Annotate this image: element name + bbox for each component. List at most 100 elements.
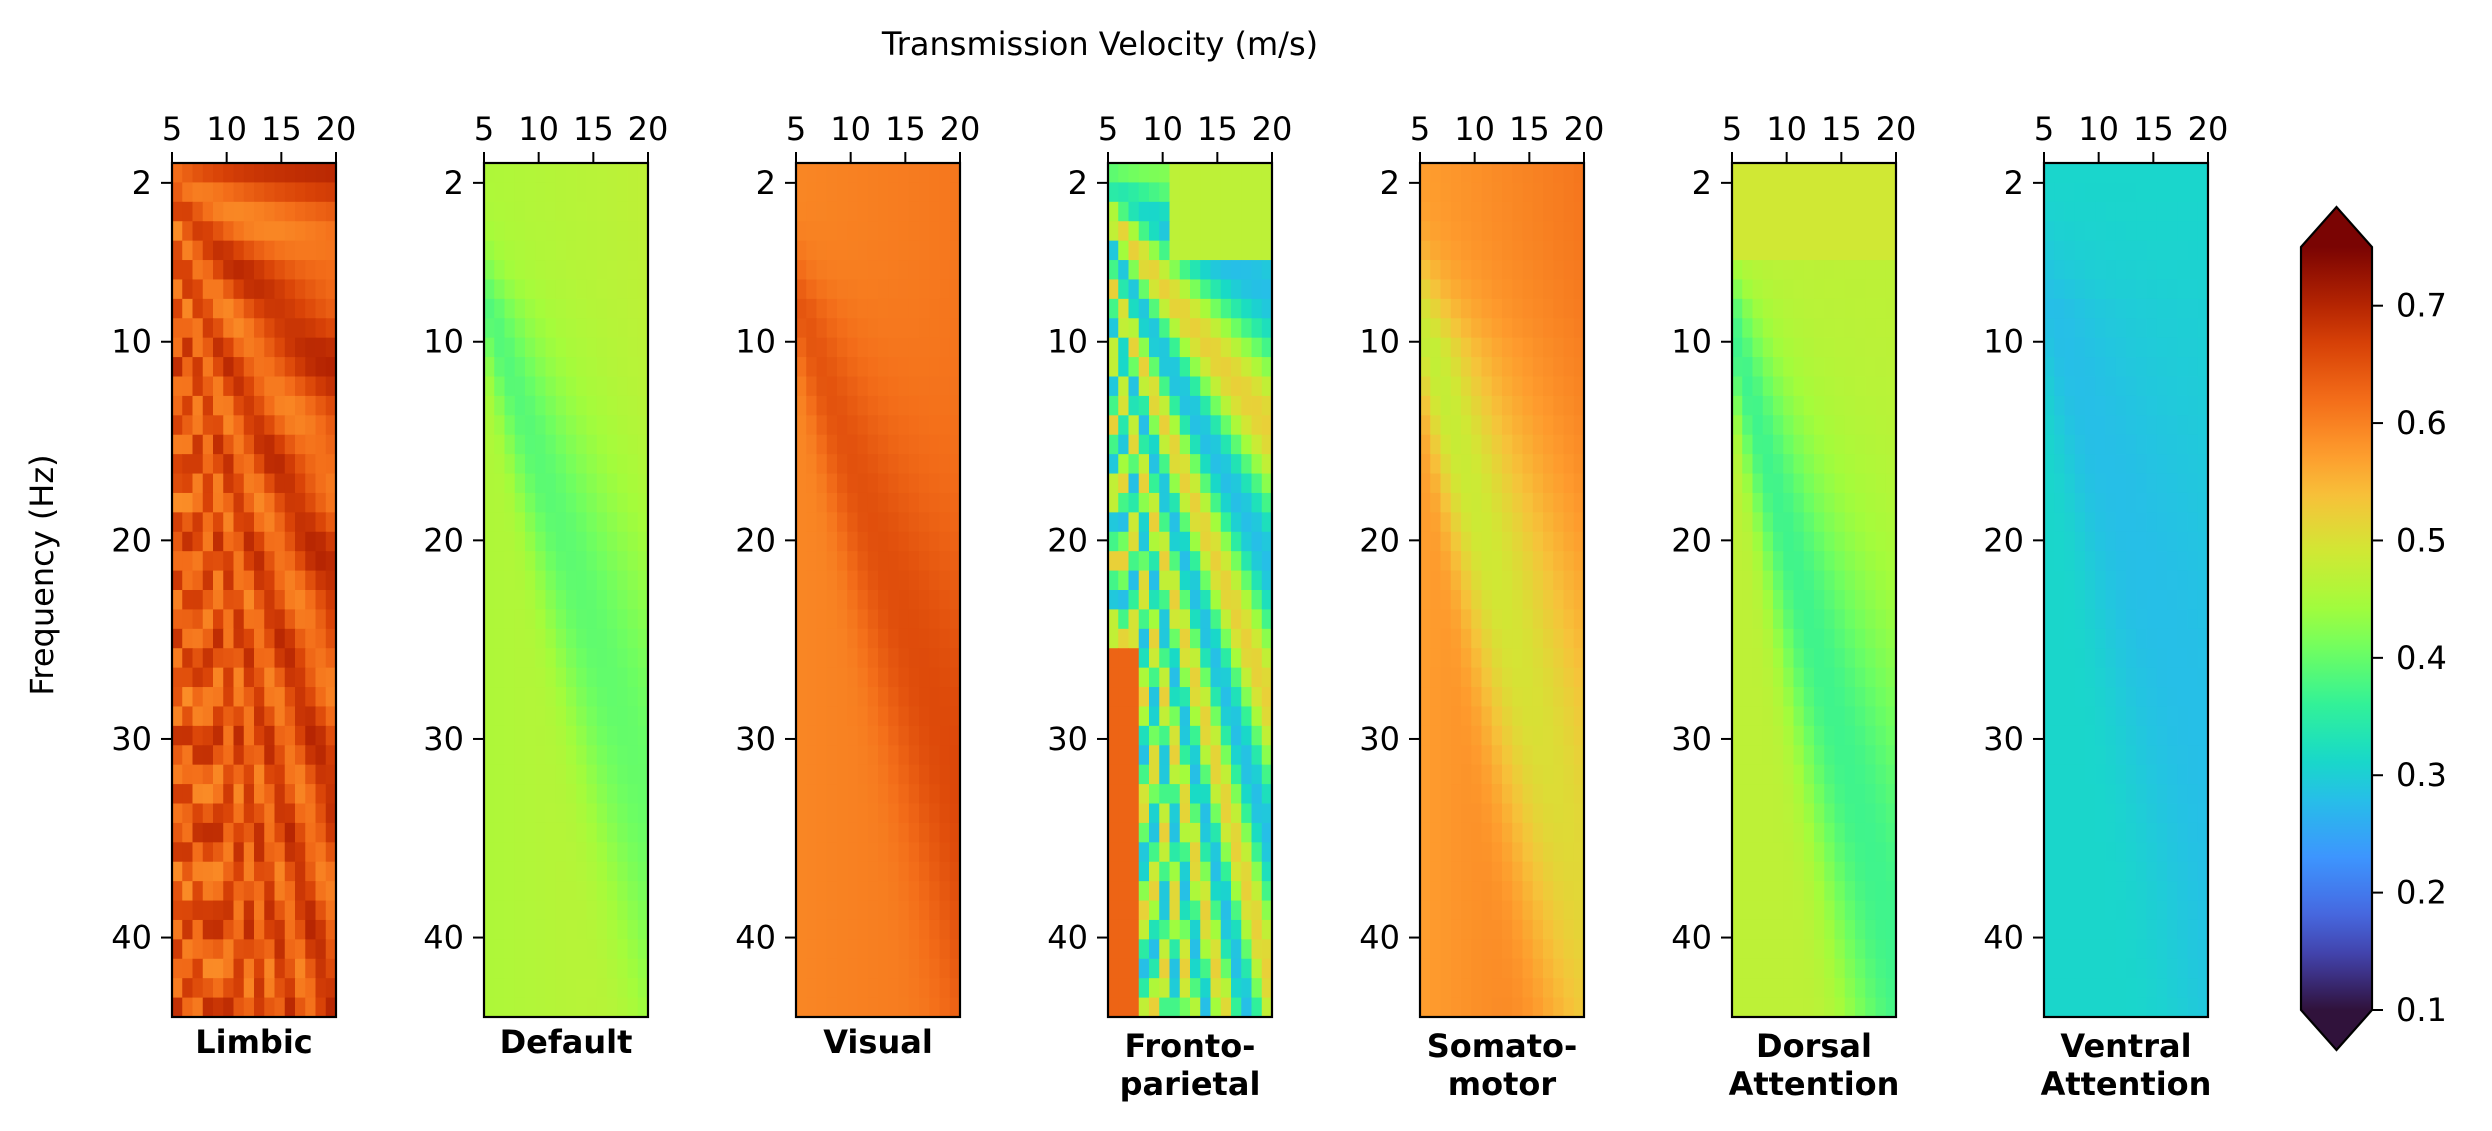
heatmap-cell xyxy=(1118,687,1130,708)
x-tick-label: 20 xyxy=(1252,110,1293,148)
heatmap-cell xyxy=(484,667,495,688)
heatmap-cell xyxy=(1108,706,1119,727)
heatmap-cell xyxy=(1118,590,1130,611)
heatmap-cell xyxy=(2167,240,2178,261)
heatmap-cell xyxy=(1742,939,1754,960)
heatmap-cell xyxy=(1773,182,1784,203)
heatmap-cell xyxy=(586,337,598,358)
heatmap-cell xyxy=(857,298,869,319)
heatmap-cell xyxy=(182,279,194,300)
heatmap-cell xyxy=(484,512,495,533)
heatmap-cell xyxy=(525,997,536,1018)
heatmap-cell xyxy=(274,473,286,494)
heatmap-cell xyxy=(1420,221,1431,242)
heatmap-cell xyxy=(1502,531,1513,552)
heatmap-cell xyxy=(596,687,608,708)
heatmap-cell xyxy=(315,745,327,766)
heatmap-cell xyxy=(535,687,547,708)
heatmap-cell xyxy=(847,628,859,649)
heatmap-cell xyxy=(1220,900,1232,921)
heatmap-cell xyxy=(1231,395,1242,416)
heatmap-cell xyxy=(1128,706,1140,727)
heatmap-cell xyxy=(1814,784,1825,805)
heatmap-cell xyxy=(1149,551,1160,572)
heatmap-cell xyxy=(1210,939,1222,960)
heatmap-cell xyxy=(223,881,235,902)
heatmap-cell xyxy=(182,201,194,222)
heatmap-cell xyxy=(1149,900,1160,921)
heatmap-cell xyxy=(1491,803,1503,824)
heatmap-cell xyxy=(1231,745,1242,766)
heatmap-cell xyxy=(325,240,337,261)
heatmap-cell xyxy=(949,997,961,1018)
heatmap-cell xyxy=(2064,861,2076,882)
heatmap-cell xyxy=(1108,570,1119,591)
heatmap-cell xyxy=(2156,628,2168,649)
heatmap-cell xyxy=(929,648,941,669)
heatmap-cell xyxy=(898,337,910,358)
heatmap-cell xyxy=(172,861,183,882)
heatmap-cell xyxy=(867,900,879,921)
heatmap-cell xyxy=(295,784,306,805)
heatmap-cell xyxy=(586,842,598,863)
heatmap-cell xyxy=(1251,745,1263,766)
heatmap-cell xyxy=(919,260,930,281)
heatmap-cell xyxy=(243,745,255,766)
heatmap-cell xyxy=(939,512,951,533)
heatmap-cell xyxy=(1430,822,1442,843)
heatmap-cell xyxy=(274,706,286,727)
heatmap-cell xyxy=(837,725,848,746)
heatmap-cell xyxy=(617,667,629,688)
heatmap-cell xyxy=(929,395,941,416)
heatmap-cell xyxy=(1461,298,1472,319)
heatmap-cell xyxy=(1834,861,1846,882)
heatmap-cell xyxy=(2054,163,2066,184)
heatmap-cell xyxy=(2105,357,2117,378)
heatmap-cell xyxy=(514,240,526,261)
heatmap-cell xyxy=(525,531,536,552)
heatmap-cell xyxy=(637,570,649,591)
heatmap-cell xyxy=(1440,648,1452,669)
heatmap-cell xyxy=(929,221,941,242)
heatmap-cell xyxy=(607,725,618,746)
heatmap-cell xyxy=(826,415,838,436)
heatmap-cell xyxy=(243,531,255,552)
heatmap-cell xyxy=(929,784,941,805)
heatmap-cell xyxy=(202,881,214,902)
heatmap-cell xyxy=(939,822,951,843)
heatmap-cell xyxy=(1752,298,1764,319)
heatmap-cell xyxy=(2136,337,2148,358)
heatmap-cell xyxy=(617,182,629,203)
heatmap-cell xyxy=(484,240,495,261)
heatmap-cell xyxy=(243,434,255,455)
heatmap-cell xyxy=(1118,492,1130,513)
heatmap-cell xyxy=(1420,240,1431,261)
heatmap-cell xyxy=(1742,337,1754,358)
heatmap-cell xyxy=(1553,803,1565,824)
heatmap-cell xyxy=(2095,182,2107,203)
heatmap-cell xyxy=(1261,492,1273,513)
heatmap-cell xyxy=(1783,939,1795,960)
heatmap-cell xyxy=(2064,260,2076,281)
heatmap-cell xyxy=(1220,357,1232,378)
heatmap-cell xyxy=(1762,784,1774,805)
heatmap-cell xyxy=(2105,764,2117,785)
heatmap-cell xyxy=(1118,240,1130,261)
heatmap-cell xyxy=(1532,919,1544,940)
heatmap-cell xyxy=(2064,687,2076,708)
heatmap-cell xyxy=(796,919,807,940)
heatmap-cell xyxy=(847,551,859,572)
heatmap-cell xyxy=(2095,900,2107,921)
heatmap-cell xyxy=(525,609,536,630)
heatmap-cell xyxy=(939,279,951,300)
heatmap-cell xyxy=(1762,551,1774,572)
heatmap-cell xyxy=(607,784,618,805)
heatmap-cell xyxy=(796,881,807,902)
heatmap-cell xyxy=(1471,454,1483,475)
heatmap-cell xyxy=(1532,725,1544,746)
heatmap-cell xyxy=(192,997,204,1018)
heatmap-cell xyxy=(514,182,526,203)
heatmap-cell xyxy=(1231,958,1242,979)
heatmap-cell xyxy=(1420,570,1431,591)
heatmap-cell xyxy=(2064,706,2076,727)
